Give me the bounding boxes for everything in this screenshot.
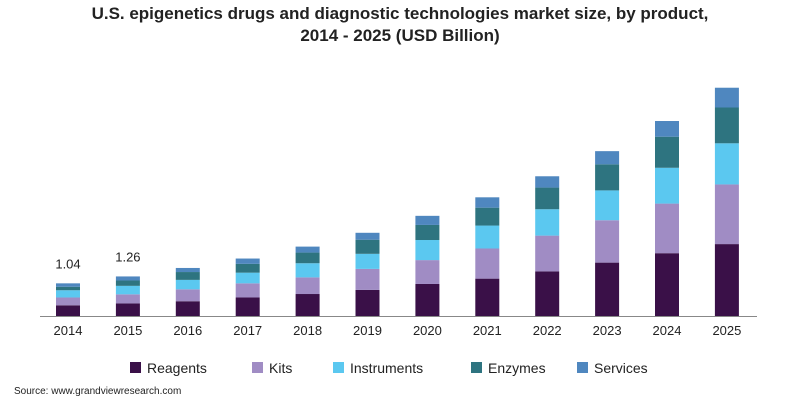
bar-segment-instruments-2024 bbox=[655, 167, 679, 204]
bar-segment-kits-2022 bbox=[535, 235, 560, 272]
bar-segment-enzymes-2019 bbox=[355, 239, 380, 254]
bar-segment-reagents-2014 bbox=[56, 305, 80, 316]
bar-segment-services-2021 bbox=[475, 197, 500, 208]
legend-label-enzymes: Enzymes bbox=[488, 360, 546, 376]
bar-segment-reagents-2016 bbox=[175, 301, 200, 316]
bar-segment-reagents-2019 bbox=[355, 289, 380, 316]
x-tick-label: 2022 bbox=[533, 323, 562, 338]
bar-segment-enzymes-2021 bbox=[475, 207, 500, 226]
legend-label-reagents: Reagents bbox=[147, 360, 207, 376]
bar-segment-enzymes-2025 bbox=[714, 107, 739, 144]
x-tick-label: 2019 bbox=[353, 323, 382, 338]
bar-segment-services-2025 bbox=[714, 87, 739, 108]
x-tick-label: 2024 bbox=[653, 323, 682, 338]
bar-segment-enzymes-2020 bbox=[415, 224, 440, 241]
bar-segment-instruments-2016 bbox=[175, 279, 200, 290]
bar-segment-instruments-2015 bbox=[115, 285, 140, 295]
bar-segment-reagents-2015 bbox=[115, 303, 140, 316]
bar-segment-reagents-2025 bbox=[714, 244, 739, 316]
bar-segment-instruments-2020 bbox=[415, 240, 440, 261]
bar-segment-kits-2015 bbox=[115, 294, 140, 304]
bar-segment-instruments-2014 bbox=[56, 290, 80, 298]
bar-segment-services-2015 bbox=[115, 276, 140, 281]
legend-label-kits: Kits bbox=[269, 360, 292, 376]
data-label: 1.04 bbox=[55, 256, 80, 271]
source-note: Source: www.grandviewresearch.com bbox=[14, 386, 182, 397]
x-tick-label: 2018 bbox=[293, 323, 322, 338]
x-tick-label: 2025 bbox=[712, 323, 741, 338]
bar-segment-enzymes-2016 bbox=[175, 272, 200, 280]
bar-segment-enzymes-2017 bbox=[235, 263, 260, 273]
bar-segment-services-2024 bbox=[655, 121, 679, 137]
bar-segment-enzymes-2024 bbox=[655, 136, 679, 168]
bar-segment-services-2016 bbox=[175, 267, 200, 273]
bar-segment-enzymes-2018 bbox=[295, 252, 320, 264]
x-tick-label: 2017 bbox=[233, 323, 262, 338]
bar-segment-kits-2021 bbox=[475, 248, 500, 279]
title-line-1: U.S. epigenetics drugs and diagnostic te… bbox=[91, 4, 709, 23]
bar-segment-services-2020 bbox=[415, 215, 440, 225]
bar-segment-instruments-2021 bbox=[475, 225, 500, 249]
bar-segment-instruments-2023 bbox=[595, 190, 620, 221]
bar-segment-kits-2018 bbox=[295, 277, 320, 295]
bar-segment-kits-2014 bbox=[56, 297, 80, 306]
bar-segment-reagents-2022 bbox=[535, 271, 560, 316]
bar-segment-enzymes-2015 bbox=[115, 280, 140, 286]
bar-segment-services-2019 bbox=[355, 232, 380, 240]
bar-segment-instruments-2019 bbox=[355, 253, 380, 269]
bar-segment-reagents-2020 bbox=[415, 283, 440, 316]
bar-segment-reagents-2024 bbox=[655, 253, 679, 316]
legend-label-instruments: Instruments bbox=[350, 360, 423, 376]
bar-segment-kits-2020 bbox=[415, 260, 440, 284]
legend-label-services: Services bbox=[594, 360, 648, 376]
bar-segment-reagents-2023 bbox=[595, 262, 620, 316]
chart-title: U.S. epigenetics drugs and diagnostic te… bbox=[0, 3, 800, 47]
bar-segment-instruments-2017 bbox=[235, 272, 260, 284]
bar-segment-reagents-2021 bbox=[475, 278, 500, 316]
legend-swatch-services bbox=[577, 362, 588, 373]
bar-segment-enzymes-2022 bbox=[535, 187, 560, 210]
legend-swatch-enzymes bbox=[471, 362, 482, 373]
legend-swatch-kits bbox=[252, 362, 263, 373]
bar-segment-services-2018 bbox=[295, 246, 320, 253]
bar-segment-services-2014 bbox=[56, 283, 80, 287]
bar-segment-reagents-2018 bbox=[295, 294, 320, 316]
bar-segment-services-2017 bbox=[235, 258, 260, 264]
x-tick-label: 2016 bbox=[173, 323, 202, 338]
legend-swatch-reagents bbox=[130, 362, 141, 373]
data-label: 1.26 bbox=[115, 249, 140, 264]
bar-segment-instruments-2022 bbox=[535, 209, 560, 236]
x-tick-label: 2020 bbox=[413, 323, 442, 338]
x-tick-label: 2014 bbox=[54, 323, 83, 338]
legend-swatch-instruments bbox=[333, 362, 344, 373]
bar-segment-kits-2023 bbox=[595, 220, 620, 263]
bar-segment-kits-2016 bbox=[175, 289, 200, 302]
x-tick-label: 2015 bbox=[113, 323, 142, 338]
title-line-2: 2014 - 2025 (USD Billion) bbox=[300, 26, 500, 45]
bar-segment-instruments-2025 bbox=[714, 143, 739, 185]
bar-segment-reagents-2017 bbox=[235, 297, 260, 316]
bar-segment-kits-2017 bbox=[235, 283, 260, 298]
bar-segment-kits-2025 bbox=[714, 184, 739, 245]
bar-segment-services-2022 bbox=[535, 176, 560, 188]
bar-segment-kits-2019 bbox=[355, 268, 380, 290]
x-tick-label: 2023 bbox=[593, 323, 622, 338]
bar-segment-enzymes-2014 bbox=[56, 286, 80, 291]
bar-segment-enzymes-2023 bbox=[595, 164, 620, 191]
x-tick-label: 2021 bbox=[473, 323, 502, 338]
bar-segment-services-2023 bbox=[595, 151, 620, 165]
bar-segment-instruments-2018 bbox=[295, 263, 320, 278]
bar-segment-kits-2024 bbox=[655, 203, 679, 254]
